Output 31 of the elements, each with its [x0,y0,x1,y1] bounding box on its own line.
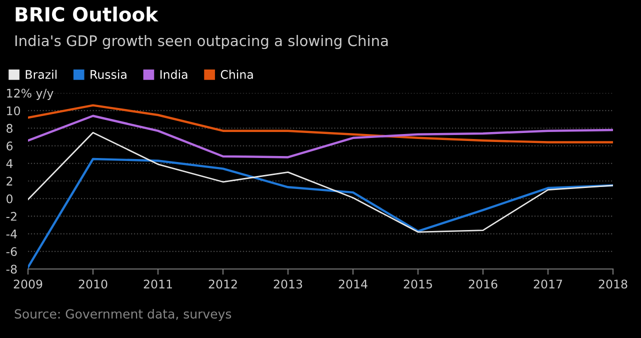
legend-label: India [160,70,188,79]
y-tick-label: 2 [6,176,12,186]
x-tick-label: 2013 [274,280,302,289]
y-tick-label: 12% y/y [7,88,54,100]
line-series [28,104,613,144]
chart-subtitle: India's GDP growth seen outpacing a slowing China [15,34,388,50]
x-tick-label: 2012 [208,280,237,289]
legend-label: Russia [90,70,126,79]
y-tick-label: 10 [7,106,20,116]
legend-label: China [220,70,253,79]
line-series [28,114,613,158]
y-tick-label: 0 [6,194,13,204]
y-tick-label: -8 [6,264,17,274]
x-tick-label: 2018 [598,280,628,289]
y-tick-label: 8 [6,124,12,133]
source-note: Source: Government data, surveys [14,308,232,322]
x-tick-label: 2015 [404,280,432,289]
x-tick-label: 2011 [144,280,172,289]
legend-label: Brazil [26,70,57,79]
x-tick-label: 2017 [534,280,562,289]
x-tick-label: 2016 [468,280,498,289]
y-tick-label: 4 [6,159,13,168]
x-tick-label: 2010 [78,280,108,289]
chart-title: BRIC Outlook [16,6,158,22]
x-tick-label: 2014 [338,280,368,289]
x-tick-label: 2009 [14,280,42,289]
y-tick-label: 6 [6,142,13,150]
y-tick-label: -2 [6,212,16,221]
line-series [28,132,613,233]
y-tick-label: -4 [6,230,17,238]
y-tick-label: -6 [6,247,17,256]
